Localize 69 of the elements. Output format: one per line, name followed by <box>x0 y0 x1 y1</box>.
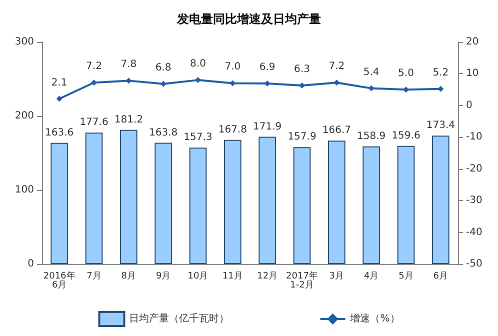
x-tick-label: 8月 <box>121 272 136 282</box>
data-label: 2.1 <box>51 77 68 88</box>
data-label: 166.7 <box>322 125 351 136</box>
y2-tick-label: 10 <box>466 68 479 80</box>
data-label: 181.2 <box>114 114 143 126</box>
bar <box>293 147 311 264</box>
data-label: 5.0 <box>398 68 414 80</box>
data-label: 171.9 <box>253 121 282 132</box>
data-label: 159.6 <box>392 130 420 142</box>
bar <box>50 142 68 264</box>
y-tick-label: 100 <box>14 184 34 196</box>
point <box>403 86 409 93</box>
data-label: 7.2 <box>86 61 102 72</box>
x-tick-label: 11月 <box>222 272 243 282</box>
y-tick-label: 200 <box>14 110 34 122</box>
x-tick-label: 7月 <box>86 272 102 282</box>
bar <box>258 136 276 264</box>
x-tick-label: 3月 <box>329 272 344 282</box>
y2-tick-label: -10 <box>466 132 482 143</box>
data-label: 6.8 <box>155 62 172 74</box>
bar <box>328 140 346 264</box>
x-tick-label: 12月 <box>257 272 278 282</box>
bar <box>362 146 380 264</box>
x-tick-label: 2016年 6月 <box>43 270 76 290</box>
y2-tick-label: -30 <box>466 195 482 206</box>
data-label: 177.6 <box>80 117 108 128</box>
bar <box>154 142 172 264</box>
point <box>56 96 62 102</box>
point <box>334 80 340 86</box>
data-label: 5.2 <box>432 67 449 78</box>
x-tick-label: 9月 <box>156 272 171 282</box>
bar <box>432 136 450 264</box>
x-tick-label: 5月 <box>398 272 414 282</box>
legend-label: 日均产量（亿千瓦时） <box>129 312 230 324</box>
data-label: 8.0 <box>190 58 206 70</box>
data-label: 6.9 <box>259 62 276 74</box>
point <box>299 82 305 88</box>
point <box>91 80 97 86</box>
data-label: 7.8 <box>120 59 137 70</box>
x-tick-label: 6月 <box>433 272 448 282</box>
x-tick-label: 4月 <box>364 272 379 282</box>
legend-label: 增速（%） <box>349 312 400 324</box>
y2-tick-label: -40 <box>466 226 482 238</box>
point <box>195 77 201 84</box>
data-label: 157.3 <box>184 132 212 144</box>
bar <box>120 130 138 264</box>
data-label: 7.2 <box>328 61 345 72</box>
y2-tick-label: 20 <box>466 36 479 48</box>
data-label: 167.8 <box>218 124 247 136</box>
data-label: 158.9 <box>357 130 386 142</box>
bar <box>397 146 415 264</box>
data-label: 173.4 <box>426 120 455 132</box>
data-label: 5.4 <box>363 66 380 78</box>
chart-title: 发电量同比增速及日均产量 <box>176 12 321 26</box>
data-label: 7.0 <box>224 62 241 73</box>
data-label: 157.9 <box>288 132 316 143</box>
data-label: 163.8 <box>149 127 178 138</box>
bar <box>85 132 103 264</box>
y2-tick-label: -20 <box>466 163 482 174</box>
data-label: 6.3 <box>294 64 310 75</box>
y-tick-label: 0 <box>28 258 34 270</box>
x-tick-label: 10月 <box>188 272 208 282</box>
bar <box>189 148 207 264</box>
x-tick-label: 2017年 1-2月 <box>286 270 318 290</box>
y2-tick-label: -50 <box>466 258 482 270</box>
data-label: 163.6 <box>45 127 74 138</box>
bar <box>224 140 242 264</box>
y-tick-label: 300 <box>14 36 34 48</box>
y2-tick-label: 0 <box>466 100 472 111</box>
